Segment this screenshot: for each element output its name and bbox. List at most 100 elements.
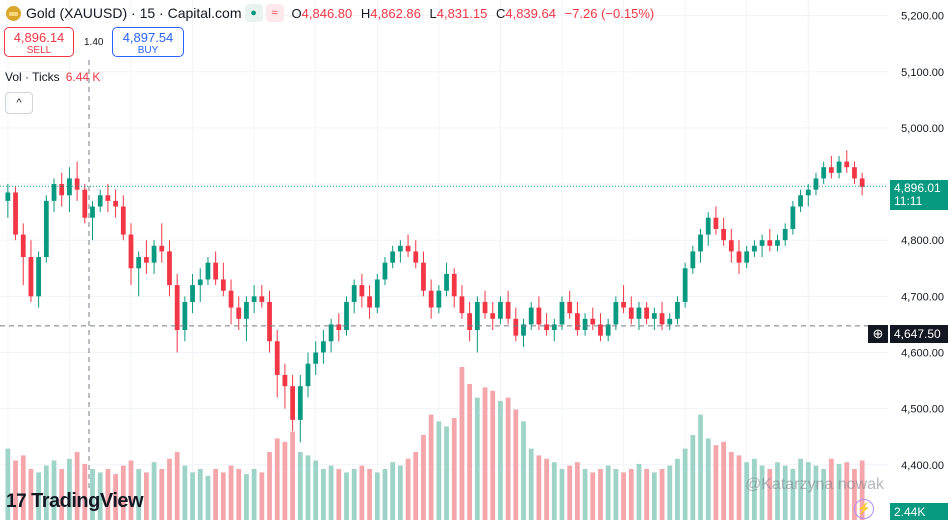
countdown: 11:11	[894, 194, 923, 208]
collapse-chevron-icon[interactable]: ^	[5, 92, 33, 114]
candle-body	[97, 195, 103, 207]
volume-bar	[690, 435, 696, 520]
candle-body	[251, 296, 257, 302]
volume-bar	[105, 469, 111, 520]
candle-body	[90, 206, 95, 218]
volume-bar	[428, 414, 434, 520]
candle-body	[74, 178, 80, 190]
tradingview-logo[interactable]: 17 TradingView	[6, 490, 144, 513]
candle-body	[382, 262, 388, 280]
candle-body	[36, 257, 42, 297]
candle-body	[813, 178, 819, 190]
volume-bar	[544, 458, 549, 520]
volume-bar	[836, 463, 842, 520]
symbol-title[interactable]: Gold (XAUUSD) · 15 · Capital.com	[26, 5, 242, 21]
volume-bar	[698, 414, 703, 520]
volume-bar	[651, 472, 657, 520]
buy-price: 4,897.54	[122, 30, 174, 45]
chart-overlays	[0, 60, 888, 490]
sell-price: 4,896.14	[13, 30, 65, 45]
volume-bar	[244, 474, 249, 520]
volume-bar	[413, 452, 419, 520]
candle-body	[143, 257, 149, 263]
volume-bar	[167, 458, 172, 520]
volume-bar	[67, 458, 72, 520]
candle-body	[628, 307, 634, 319]
symbol-legend[interactable]: Gold (XAUUSD) · 15 · Capital.com ● ≈ O4,…	[6, 4, 659, 22]
volume-bar	[813, 465, 819, 520]
volume-bar	[251, 469, 257, 520]
wave-icon[interactable]: ≈	[265, 4, 284, 22]
candle-body	[752, 245, 757, 252]
sell-label: SELL	[26, 45, 52, 56]
volume-bar	[482, 387, 488, 520]
volume-bar	[421, 435, 426, 520]
candle-body	[151, 245, 157, 263]
candle-body	[636, 307, 642, 319]
volume-bar	[567, 465, 573, 520]
volume-bar	[113, 474, 118, 520]
sell-button[interactable]: 4,896.14 SELL	[4, 27, 74, 57]
candle-body	[644, 307, 650, 319]
dot-icon[interactable]: ●	[244, 4, 263, 22]
volume-bar	[282, 441, 288, 520]
volume-bar	[305, 455, 311, 520]
candle-body	[467, 313, 473, 331]
volume-bar	[844, 462, 850, 520]
volume-bar	[120, 465, 126, 520]
volume-bar	[752, 458, 757, 520]
volume-bar	[759, 465, 765, 520]
volume-bar	[359, 465, 365, 520]
candle-body	[205, 262, 211, 280]
volume-bar	[613, 469, 619, 520]
volume-bar	[675, 458, 680, 520]
candle-body	[544, 324, 549, 331]
volume-bar	[559, 469, 565, 520]
volume-bar	[336, 469, 342, 520]
candle-body	[5, 192, 11, 201]
crosshair-plus-icon[interactable]: ⊕	[868, 325, 888, 343]
buy-button[interactable]: 4,897.54 BUY	[112, 27, 184, 57]
volume-bar	[267, 452, 272, 520]
candle-body	[82, 189, 88, 218]
volume-value: 6.44 K	[65, 70, 101, 84]
volume-bar	[397, 465, 403, 520]
candle-body	[598, 324, 603, 336]
candle-body	[321, 341, 326, 353]
volume-bar	[190, 472, 195, 520]
volume-bar	[582, 469, 588, 520]
volume-bar	[498, 401, 503, 520]
candle-body	[852, 167, 857, 179]
candle-body	[859, 178, 865, 187]
volume-label: Vol · Ticks	[5, 70, 60, 84]
candle-body	[567, 301, 573, 314]
candle-body	[236, 307, 242, 319]
volume-bar	[159, 469, 165, 520]
volume-bar	[374, 472, 380, 520]
candle-body	[651, 313, 657, 319]
candle-body	[259, 296, 265, 302]
candle-body	[274, 341, 280, 375]
candle-body	[197, 279, 203, 286]
candle-body	[775, 240, 780, 246]
bolt-icon[interactable]: ⚡	[854, 499, 874, 519]
volume-bar	[574, 462, 580, 520]
volume-bar	[51, 460, 57, 520]
price-axis[interactable]: 5,200.005,100.005,000.004,900.004,800.00…	[901, 11, 944, 472]
candle-body	[659, 313, 665, 325]
candle-body	[213, 262, 219, 280]
volume-bar	[74, 452, 80, 520]
candle-body	[613, 301, 619, 325]
price-tick-label: 5,200.00	[901, 11, 944, 23]
candle-body	[13, 192, 18, 235]
volume-bar	[852, 469, 857, 520]
candle-body	[574, 313, 580, 331]
candle-body	[490, 313, 496, 319]
volume-bar	[536, 455, 542, 520]
candle-body	[28, 257, 34, 297]
volume-bar	[290, 431, 296, 520]
volume-legend[interactable]: Vol · Ticks 6.44 K	[5, 70, 100, 84]
volume-bar	[36, 472, 42, 520]
volume-bar	[767, 469, 773, 520]
